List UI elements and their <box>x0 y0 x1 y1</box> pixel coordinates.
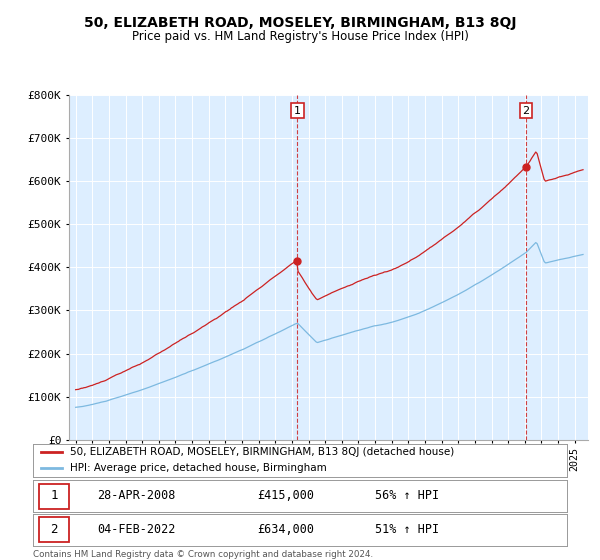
Text: 04-FEB-2022: 04-FEB-2022 <box>97 522 175 535</box>
Text: 2: 2 <box>50 522 58 535</box>
Bar <box>40 484 69 508</box>
Text: 50, ELIZABETH ROAD, MOSELEY, BIRMINGHAM, B13 8QJ: 50, ELIZABETH ROAD, MOSELEY, BIRMINGHAM,… <box>84 16 516 30</box>
Text: £634,000: £634,000 <box>257 522 314 535</box>
Text: 1: 1 <box>50 489 58 502</box>
Text: 50, ELIZABETH ROAD, MOSELEY, BIRMINGHAM, B13 8QJ (detached house): 50, ELIZABETH ROAD, MOSELEY, BIRMINGHAM,… <box>70 446 455 456</box>
Text: 56% ↑ HPI: 56% ↑ HPI <box>375 489 439 502</box>
Text: Price paid vs. HM Land Registry's House Price Index (HPI): Price paid vs. HM Land Registry's House … <box>131 30 469 43</box>
Text: 51% ↑ HPI: 51% ↑ HPI <box>375 522 439 535</box>
Text: £415,000: £415,000 <box>257 489 314 502</box>
Text: HPI: Average price, detached house, Birmingham: HPI: Average price, detached house, Birm… <box>70 463 327 473</box>
Text: 28-APR-2008: 28-APR-2008 <box>97 489 175 502</box>
Text: 2: 2 <box>523 105 530 115</box>
Text: Contains HM Land Registry data © Crown copyright and database right 2024.
This d: Contains HM Land Registry data © Crown c… <box>33 550 373 560</box>
Bar <box>40 517 69 542</box>
Text: 1: 1 <box>294 105 301 115</box>
